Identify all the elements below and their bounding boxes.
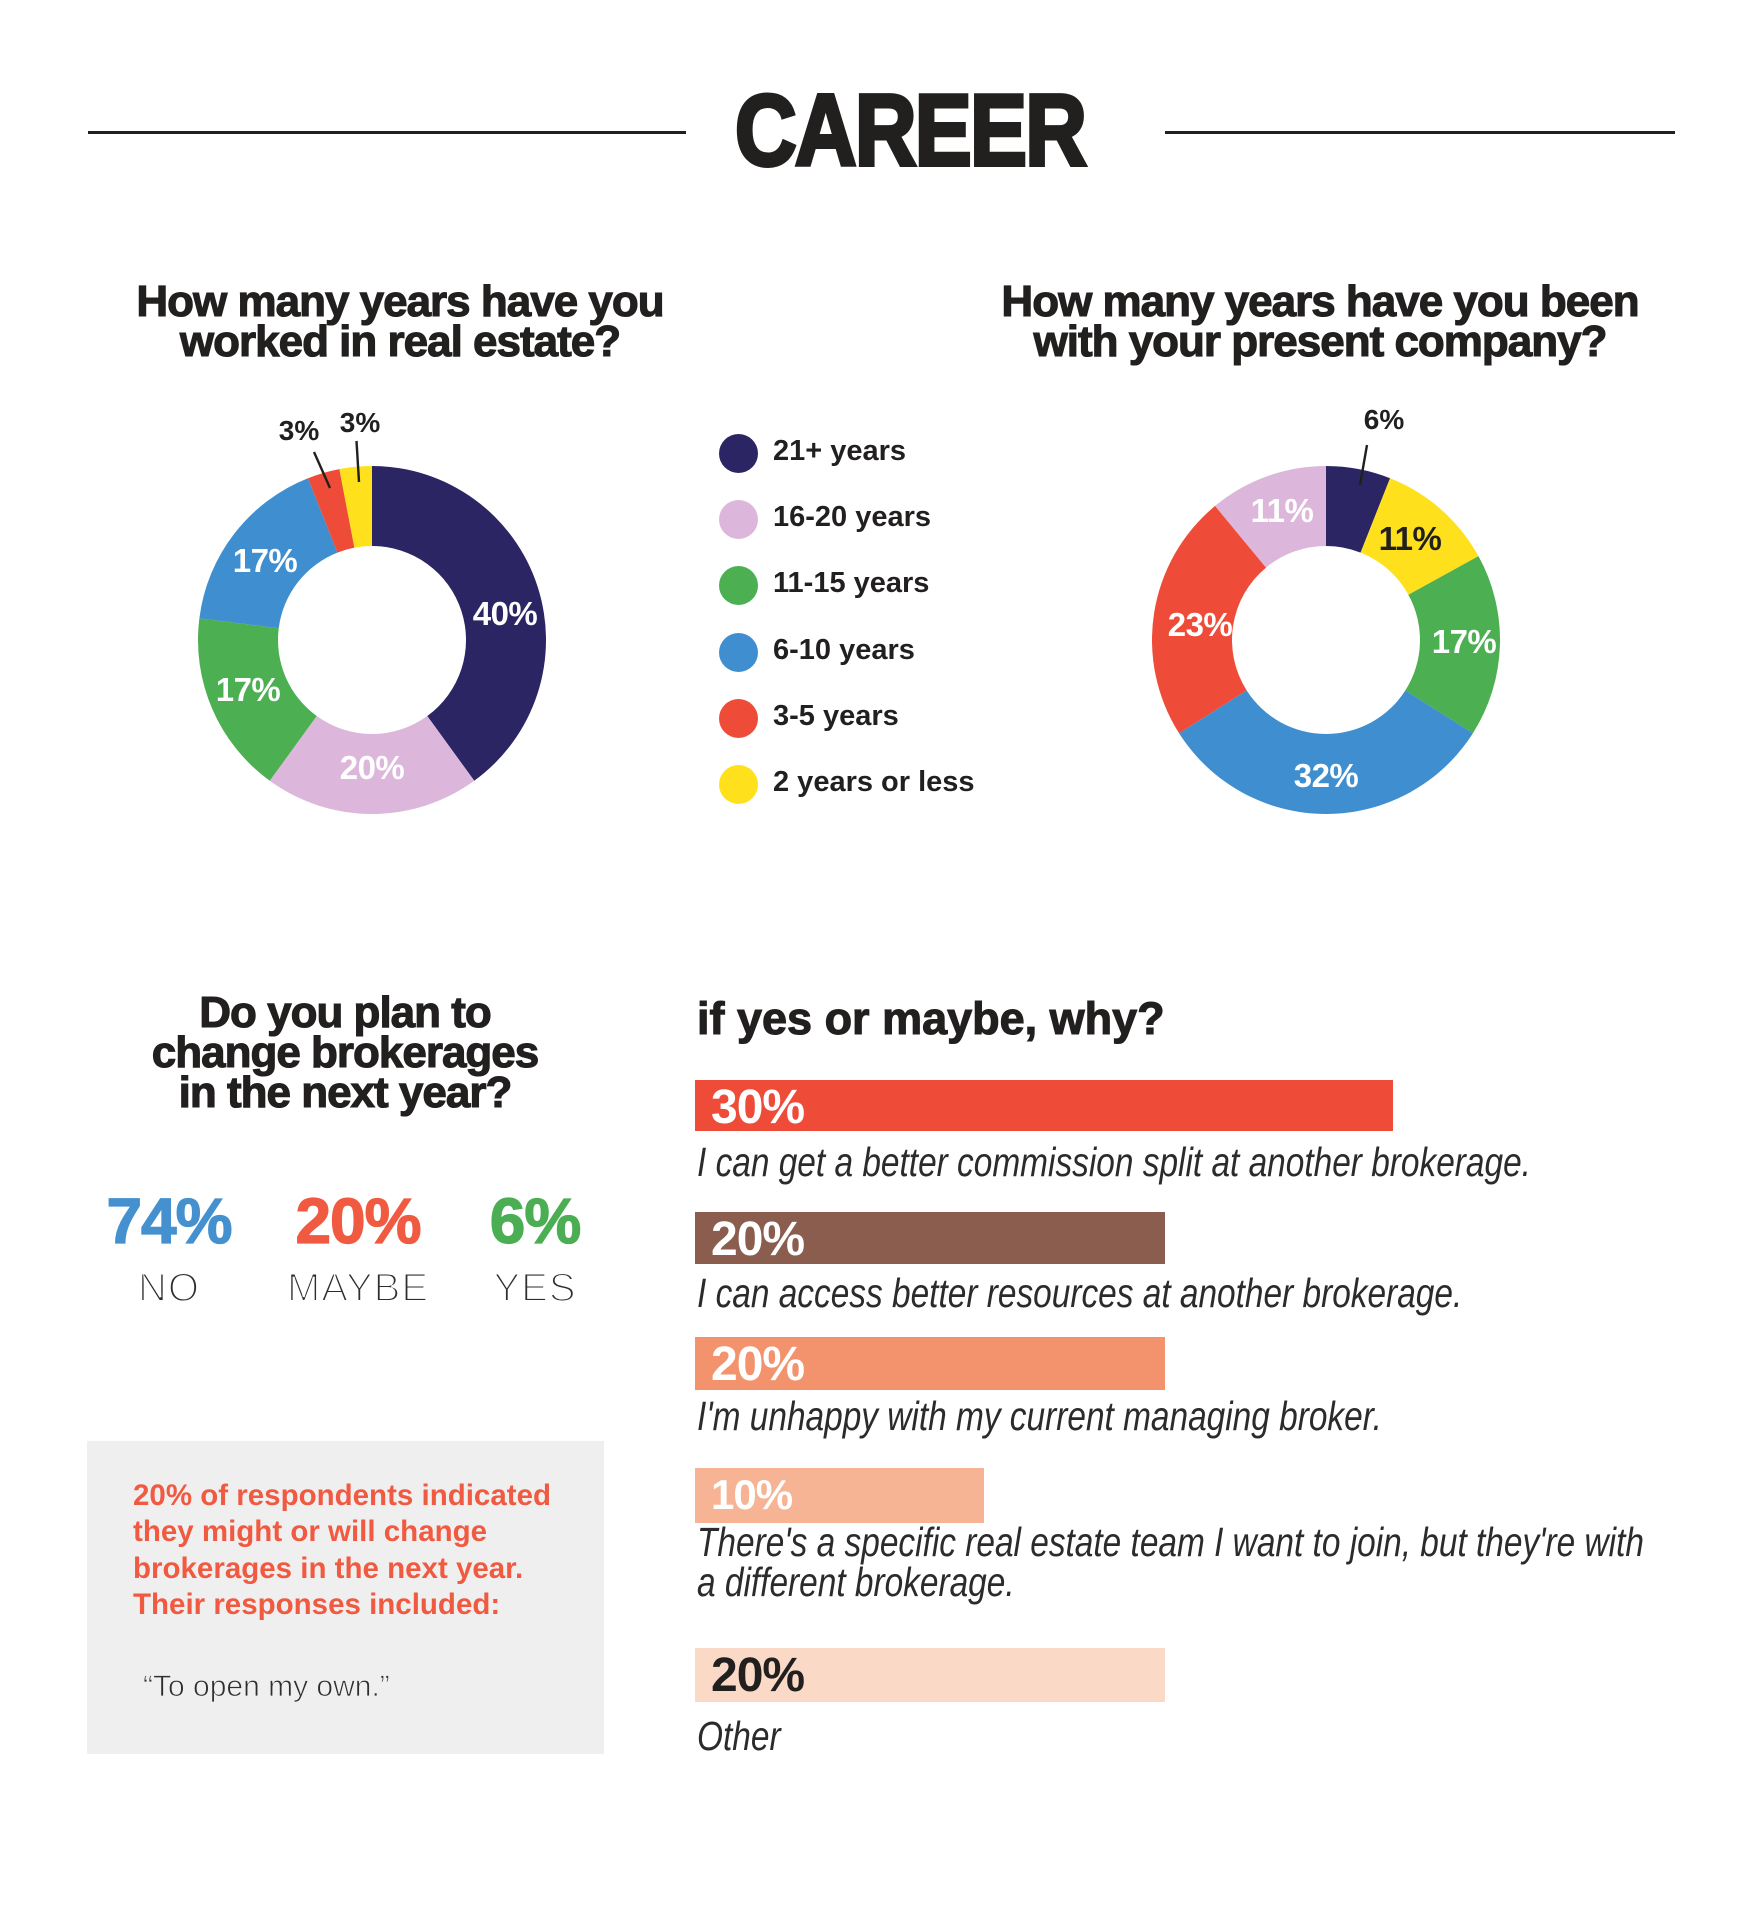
svg-text:11%: 11% bbox=[1379, 520, 1442, 557]
svg-text:11%: 11% bbox=[1251, 492, 1314, 529]
svg-text:20%: 20% bbox=[340, 749, 405, 786]
svg-text:6%: 6% bbox=[1364, 404, 1405, 435]
svg-text:3%: 3% bbox=[340, 407, 381, 438]
svg-text:40%: 40% bbox=[473, 595, 538, 632]
svg-text:23%: 23% bbox=[1168, 606, 1233, 643]
svg-text:17%: 17% bbox=[233, 542, 298, 579]
svg-text:17%: 17% bbox=[216, 671, 281, 708]
svg-text:3%: 3% bbox=[279, 415, 320, 446]
svg-text:32%: 32% bbox=[1294, 757, 1359, 794]
svg-text:17%: 17% bbox=[1432, 623, 1497, 660]
